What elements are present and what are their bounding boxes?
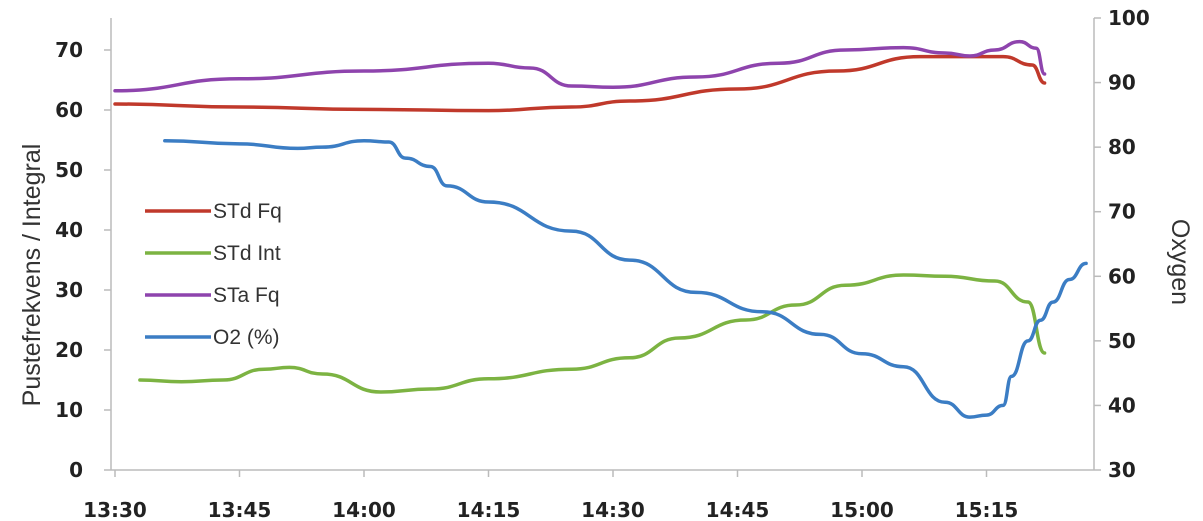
x-tick-label: 13:45 [208,498,272,521]
y2-tick-label: 80 [1108,135,1136,159]
y-tick-label: 30 [55,278,83,302]
legend-label: STa Fq [213,284,280,307]
legend-label: O2 (%) [213,326,280,349]
y-tick-label: 60 [55,98,83,122]
series-line-3 [163,138,1088,419]
y-tick-label: 40 [55,218,83,242]
y-tick-label: 70 [55,38,83,62]
y2-tick-label: 60 [1108,264,1136,288]
x-tick-label: 14:15 [457,498,521,521]
y2-tick-label: 70 [1108,200,1136,224]
y2-tick-label: 100 [1108,6,1150,30]
x-tick-label: 14:45 [706,498,770,521]
y-tick-label: 10 [55,398,83,422]
series-line-0 [113,54,1047,113]
y2-tick-label: 90 [1108,71,1136,95]
x-tick-label: 14:00 [332,498,396,521]
x-tick-label: 14:30 [581,498,645,521]
y2-tick-label: 40 [1108,393,1136,417]
x-tick-label: 15:00 [830,498,894,521]
y2-tick-label: 30 [1108,458,1136,482]
y-axis-title: Pustefrekvens / Integral [18,144,46,407]
y2-tick-label: 50 [1108,329,1136,353]
y2-axis-title: Oxygen [1166,219,1194,305]
x-tick-label: 15:15 [955,498,1019,521]
x-tick-label: 13:30 [83,498,147,521]
series-lines [113,39,1088,419]
legend-label: STd Int [213,242,281,265]
legend-label: STd Fq [213,200,282,223]
legend: STd Fq STd Int STa Fq O2 (%) [145,200,282,349]
y-tick-label: 0 [69,458,83,482]
y-tick-label: 50 [55,158,83,182]
series-line-2 [113,39,1047,93]
tick-marks: 0 10 20 30 40 50 60 70 30 40 50 60 70 80 90 100 13:30 13:… [55,6,1150,521]
series-line-1 [138,273,1047,394]
y-tick-label: 20 [55,338,83,362]
chart-axes [110,18,1095,471]
